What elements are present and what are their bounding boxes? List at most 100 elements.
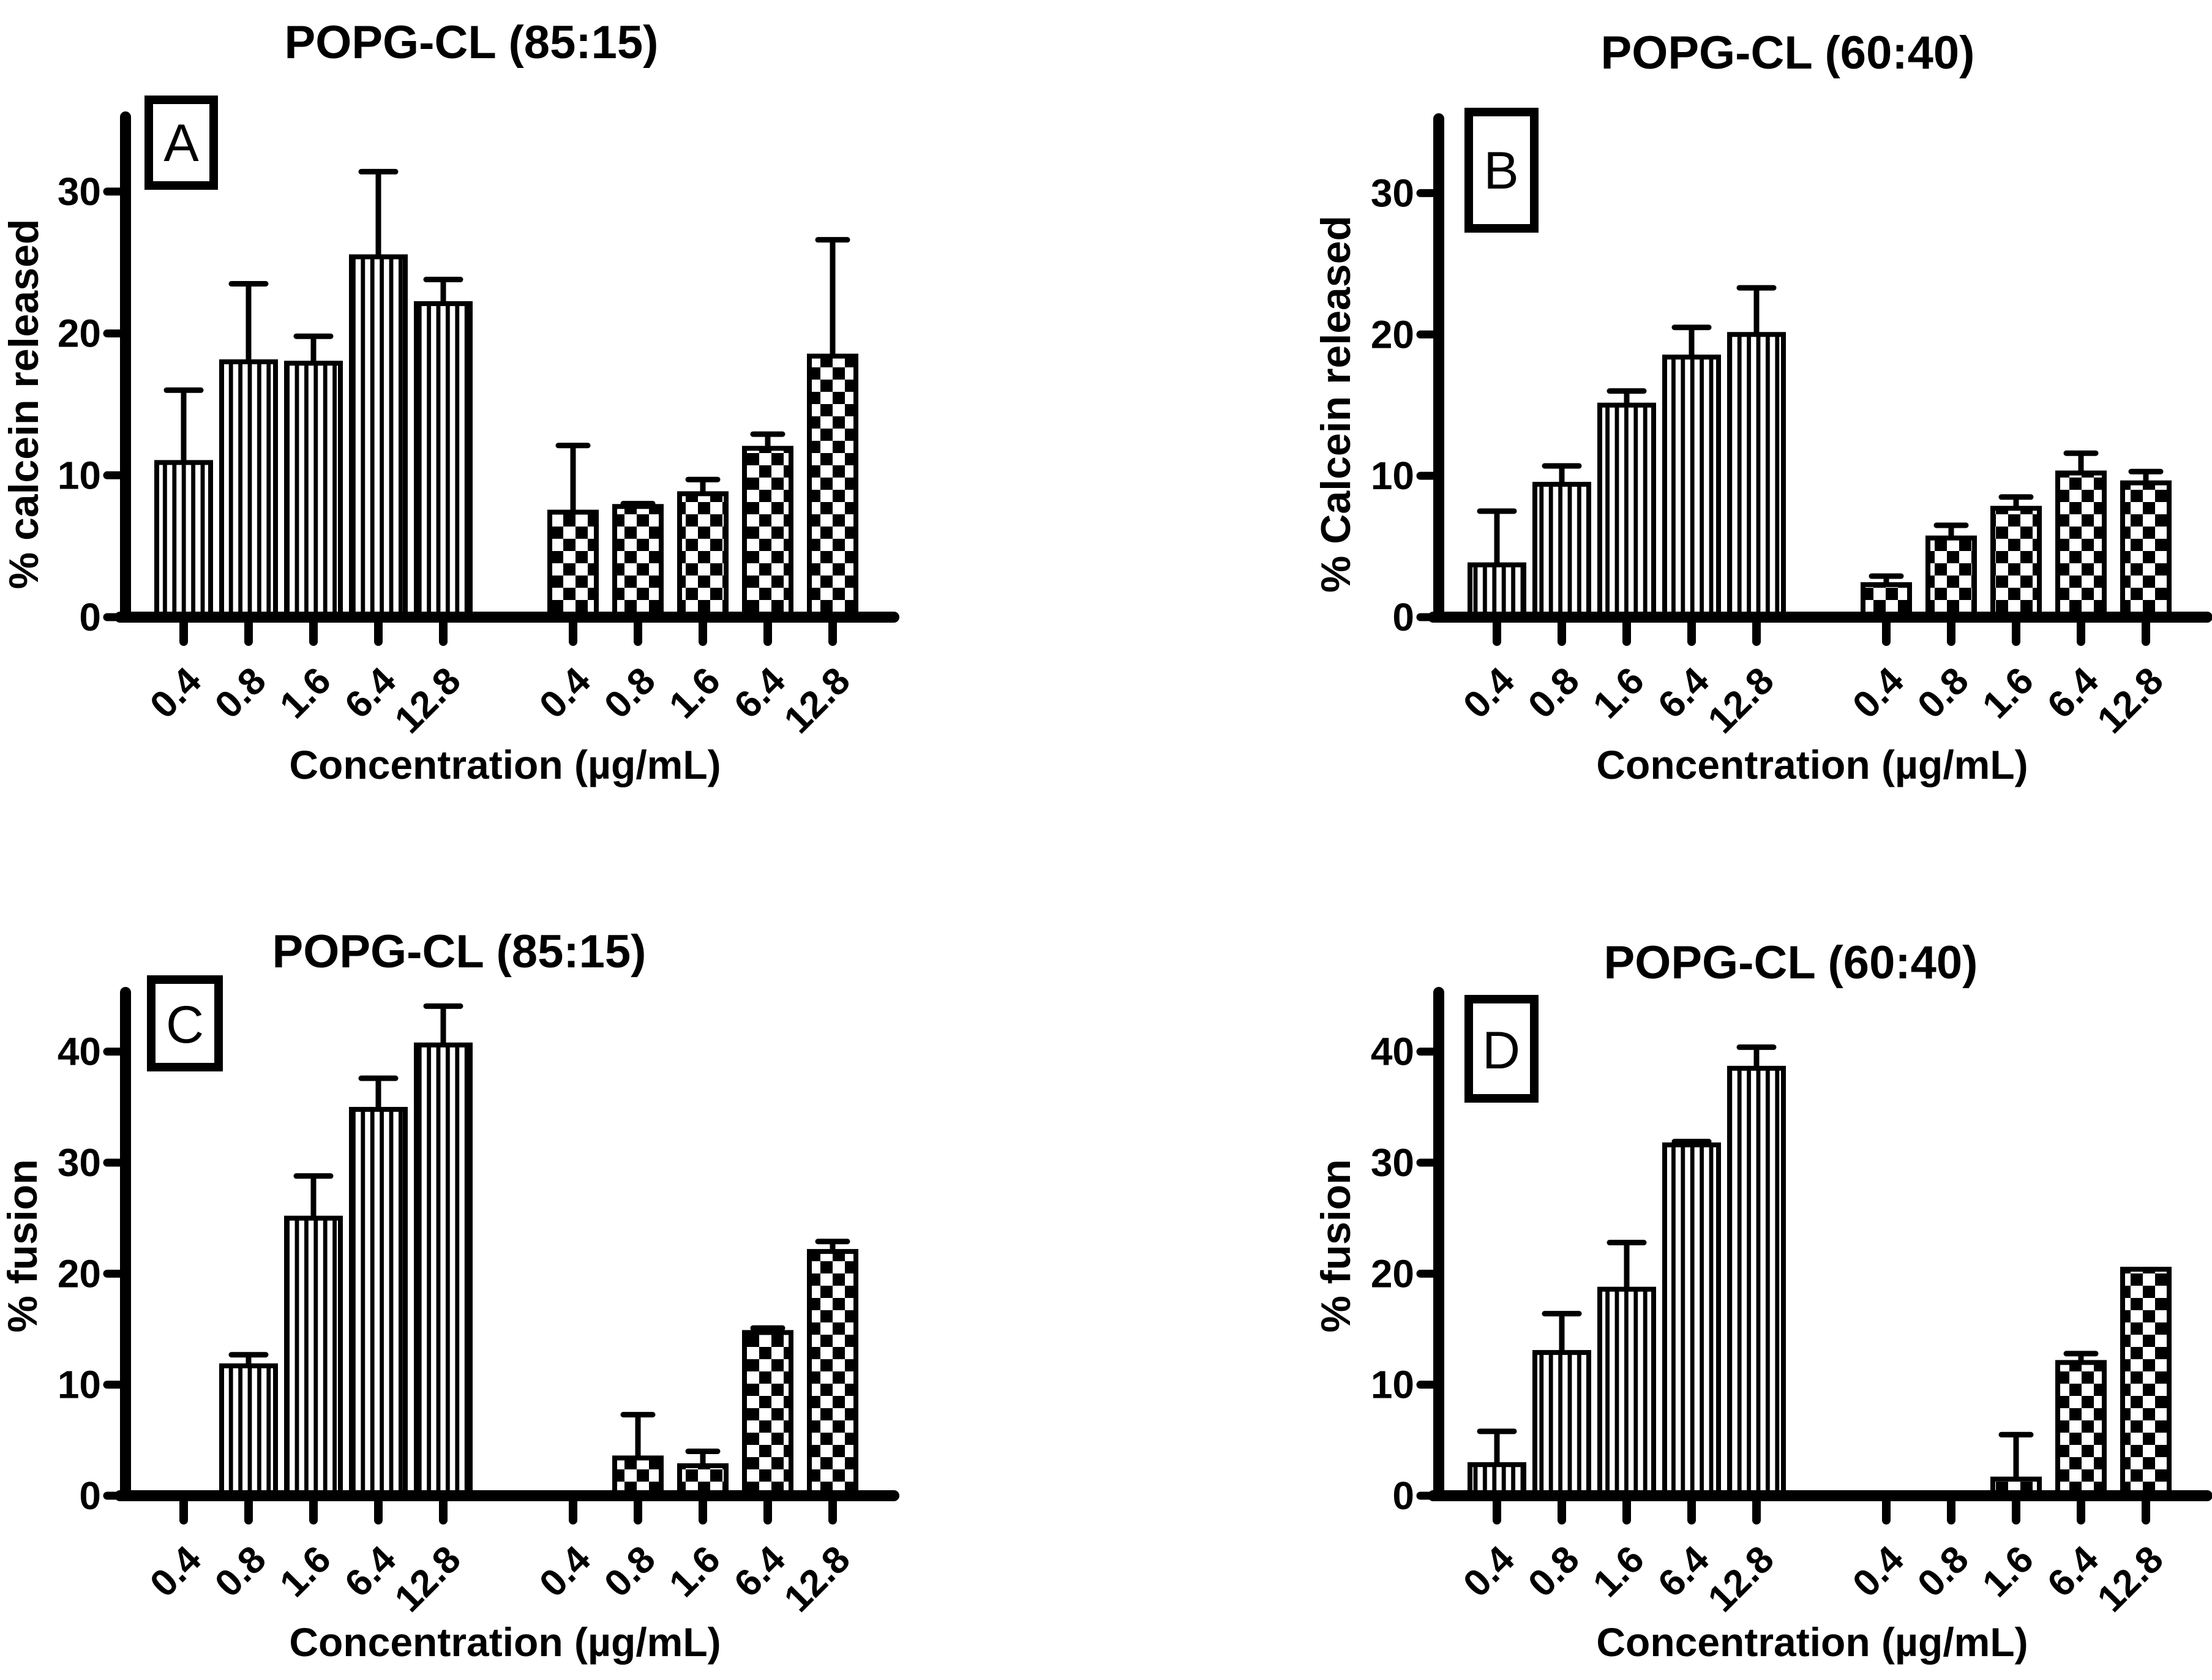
x-tick-label: 12.8 (1700, 1538, 1782, 1620)
panel-letter-box (1464, 108, 1539, 233)
x-tick-label: 1.6 (1974, 659, 2042, 727)
x-tick-label: 1.6 (661, 659, 729, 727)
bar-checkered-group-12.8 (807, 1249, 858, 1498)
bar-striped-group-0.8 (219, 1363, 278, 1499)
bar-checkered-group-12.8 (2120, 1267, 2172, 1499)
x-tick-label: 0.8 (596, 1538, 664, 1605)
y-tick-label: 40 (1371, 1030, 1414, 1074)
x-tick-label: 1.6 (661, 1538, 729, 1605)
y-tick-label: 20 (58, 1251, 101, 1296)
y-tick-label: 10 (1371, 1363, 1414, 1407)
x-tick-label: 12.8 (1700, 659, 1782, 741)
bar-checkered-group-0.8 (612, 504, 664, 620)
panel-a: POPG-CL (85:15) % calcein released Conce… (1, 17, 899, 787)
x-tick-label: 0.4 (142, 1538, 209, 1605)
panel-letter-box (147, 975, 223, 1071)
x-tick-label: 12.8 (776, 1538, 858, 1620)
bar-checkered-group-6.4 (742, 1330, 793, 1498)
x-tick-label: 0.4 (1455, 659, 1523, 727)
x-tick-label: 0.8 (1520, 1538, 1588, 1605)
y-tick-label: 30 (58, 170, 101, 214)
y-tick-label: 20 (58, 312, 101, 356)
y-tick-label: 30 (58, 1141, 101, 1185)
y-tick-label: 20 (1371, 312, 1414, 356)
x-tick-label: 0.8 (1520, 659, 1588, 727)
bar-striped-group-12.8 (414, 1042, 473, 1498)
x-tick-label: 0.4 (142, 659, 209, 727)
chart-title: POPG-CL (85:15) (272, 926, 647, 978)
bar-striped-group-12.8 (1727, 332, 1786, 620)
y-tick-label: 20 (1371, 1251, 1414, 1296)
plot-area: 0.40.81.66.412.8 0.40.81.66.412.801020304… (1371, 987, 2212, 1620)
bar-striped-group-0.4 (1468, 562, 1526, 620)
y-tick-label: 30 (1371, 171, 1414, 215)
chart-title: POPG-CL (60:40) (1601, 27, 1975, 79)
y-tick-label: 0 (1392, 1474, 1414, 1518)
y-axis-label: % fusion (1313, 1159, 1359, 1332)
bar-checkered-group-6.4 (742, 446, 793, 620)
bar-checkered-group-12.8 (807, 353, 858, 620)
bar-checkered-group-12.8 (2120, 480, 2172, 620)
x-axis-label: Concentration (µg/mL) (289, 742, 721, 787)
bar-striped-group-1.6 (1597, 1286, 1656, 1498)
panel-letter-box (1464, 995, 1539, 1103)
x-tick-label: 0.8 (1910, 659, 1977, 727)
chart-title: POPG-CL (85:15) (285, 17, 659, 69)
panel-b: POPG-CL (60:40) % Calcein released Conce… (1313, 27, 2212, 787)
bar-striped-group-12.8 (414, 301, 473, 620)
x-tick-label: 0.4 (1455, 1538, 1523, 1605)
bar-checkered-group-0.8 (1925, 535, 1977, 620)
plot-area: 0.40.81.66.412.8 0.40.81.66.412.801020304… (58, 987, 899, 1620)
x-tick-label: 12.8 (2090, 659, 2172, 741)
x-tick-label: 1.6 (272, 1538, 339, 1605)
bar-checkered-group-1.6 (1990, 506, 2042, 620)
y-tick-label: 10 (58, 453, 101, 497)
y-axis-label: % calcein released (1, 219, 47, 590)
y-axis-label: % Calcein released (1313, 216, 1359, 593)
bar-striped-group-0.8 (1532, 481, 1591, 620)
x-tick-label: 1.6 (1585, 659, 1652, 727)
panel-letter: A (163, 114, 199, 173)
panel-letter: C (166, 996, 204, 1054)
x-tick-label: 0.8 (207, 659, 274, 727)
bar-striped-group-6.4 (349, 1106, 408, 1498)
y-tick-label: 40 (58, 1030, 101, 1074)
x-tick-label: 12.8 (2090, 1538, 2172, 1620)
x-tick-label: 12.8 (387, 659, 469, 741)
y-axis-label: % fusion (0, 1159, 46, 1332)
bar-striped-group-0.8 (219, 359, 278, 620)
x-axis-label: Concentration (µg/mL) (1596, 742, 2028, 787)
x-tick-label: 0.8 (207, 1538, 274, 1605)
panel-letter: B (1483, 141, 1518, 200)
x-tick-label: 1.6 (1585, 1538, 1652, 1605)
y-tick-label: 30 (1371, 1141, 1414, 1185)
panel-d: POPG-CL (60:40) % fusion Concentration (… (1313, 937, 2212, 1665)
bar-striped-group-12.8 (1727, 1065, 1786, 1499)
bar-checkered-group-6.4 (2055, 470, 2107, 620)
x-axis-label: Concentration (µg/mL) (289, 1619, 721, 1665)
x-tick-label: 1.6 (272, 659, 339, 727)
x-tick-label: 0.4 (1845, 659, 1912, 727)
y-tick-label: 0 (1392, 595, 1414, 639)
y-tick-label: 10 (1371, 454, 1414, 498)
bar-striped-group-6.4 (1662, 1142, 1721, 1498)
x-tick-label: 0.8 (1910, 1538, 1977, 1605)
panel-letter: D (1482, 1021, 1520, 1080)
bar-striped-group-1.6 (1597, 402, 1656, 620)
panel-letter-box (144, 96, 218, 190)
x-tick-label: 12.8 (387, 1538, 469, 1620)
y-tick-label: 10 (58, 1363, 101, 1407)
y-tick-label: 0 (79, 595, 101, 639)
x-tick-label: 1.6 (1974, 1538, 2042, 1605)
bar-striped-group-6.4 (349, 254, 408, 620)
bar-checkered-group-1.6 (677, 491, 729, 620)
x-tick-label: 0.8 (596, 659, 664, 727)
x-tick-label: 0.4 (531, 1538, 599, 1605)
chart-title: POPG-CL (60:40) (1604, 937, 1978, 989)
bar-checkered-group-0.8 (612, 1455, 664, 1499)
y-tick-label: 0 (79, 1474, 101, 1518)
x-tick-label: 0.4 (531, 659, 599, 727)
